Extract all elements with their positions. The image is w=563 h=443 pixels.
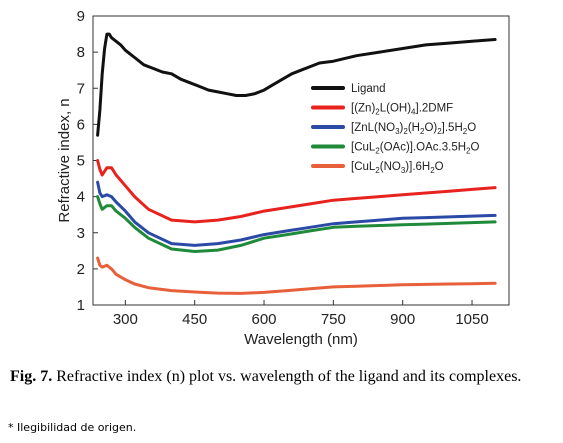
y-tick-label: 8	[77, 44, 85, 61]
x-tick-label: 900	[390, 311, 415, 328]
x-tick-label: 1050	[455, 311, 488, 328]
refractive-index-chart: 300 450 600 750 900 1050 1 2 3 4 5 6 7 8 9 Ligand [(Zn)…	[56, 8, 510, 348]
plot-frame	[92, 15, 510, 306]
legend-label: [(Zn)2L(OH)4].2DMF	[351, 103, 453, 117]
series-line-4	[96, 195, 497, 253]
x-tick-label: 300	[113, 311, 138, 328]
plot-series	[96, 32, 497, 295]
caption-text: Refractive index (n) plot vs. wavelength…	[52, 368, 522, 385]
x-tick-label: 450	[182, 311, 207, 328]
series-line-3	[96, 180, 497, 247]
legend-label: [CuL2(NO3)].6H2O	[351, 161, 444, 175]
y-axis-title: Refractive index, n	[56, 98, 73, 222]
axes: 300 450 600 750 900 1050 1 2 3 4 5 6 7 8 9	[77, 8, 510, 328]
figure: 300 450 600 750 900 1050 1 2 3 4 5 6 7 8 9 Ligand [(Zn)…	[56, 8, 510, 348]
y-tick-label: 7	[77, 80, 85, 97]
y-tick-label: 6	[77, 116, 85, 133]
y-tick-label: 5	[77, 153, 85, 170]
figure-label: Fig. 7.	[10, 368, 53, 385]
series-line-2	[96, 159, 497, 224]
legend-label: [CuL2(OAc)].OAc.3.5H2O	[351, 142, 479, 156]
legend-label: Ligand	[351, 83, 386, 95]
y-tick-label: 3	[77, 225, 85, 242]
x-tick-label: 750	[321, 311, 346, 328]
series-line-5	[96, 256, 497, 295]
figure-caption: Fig. 7. Refractive index (n) plot vs. wa…	[10, 367, 555, 387]
legend-label: [ZnL(NO3)2(H2O)2].5H2O	[351, 122, 476, 136]
y-tick-label: 4	[77, 189, 85, 206]
y-tick-label: 2	[77, 261, 85, 278]
footnote: * Ilegibilidad de origen.	[8, 421, 137, 434]
y-tick-label: 9	[77, 8, 85, 25]
legend: Ligand [(Zn)2L(OH)4].2DMF [ZnL(NO3)2(H2O)2…	[311, 83, 479, 175]
y-tick-label: 1	[77, 297, 85, 314]
x-axis-title: Wavelength (nm)	[244, 331, 358, 348]
x-tick-label: 600	[252, 311, 277, 328]
series-line-1	[96, 32, 497, 137]
